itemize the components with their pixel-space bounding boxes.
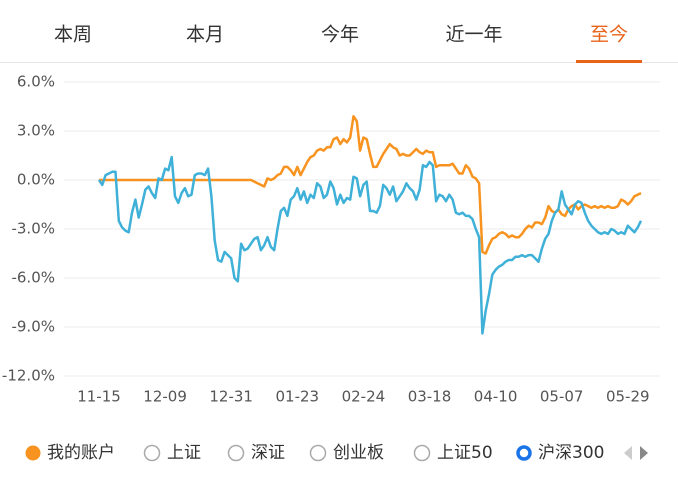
x-tick-label: 02-24	[342, 388, 386, 406]
x-tick-label: 12-31	[209, 388, 253, 406]
legend-toggle[interactable]	[143, 444, 161, 462]
legend-toggle[interactable]	[227, 444, 245, 462]
tab[interactable]: 至今	[590, 24, 628, 46]
y-tick-label: 0.0%	[17, 171, 55, 189]
series-line	[99, 115, 642, 255]
legend-label[interactable]: 沪深300	[538, 443, 604, 463]
legend-toggle[interactable]	[413, 444, 431, 462]
legend-label[interactable]: 深证	[251, 443, 285, 463]
tab[interactable]: 本周	[54, 24, 92, 46]
legend-toggle[interactable]	[309, 444, 327, 462]
tab[interactable]: 今年	[321, 24, 359, 46]
x-tick-label: 05-29	[606, 388, 650, 406]
y-tick-label: 6.0%	[17, 73, 55, 91]
scroll-left[interactable]	[624, 446, 632, 460]
y-tick-label: -3.0%	[11, 220, 55, 238]
y-tick-label: -12.0%	[2, 367, 55, 385]
x-tick-label: 05-07	[540, 388, 584, 406]
tab-underline	[576, 60, 642, 63]
x-tick-label: 11-15	[77, 388, 121, 406]
legend-label[interactable]: 创业板	[333, 443, 384, 463]
y-tick-label: -9.0%	[11, 318, 55, 336]
scroll-right[interactable]	[640, 446, 648, 460]
x-tick-label: 03-18	[408, 388, 452, 406]
y-tick-label: -6.0%	[11, 269, 55, 287]
series-line	[97, 155, 643, 335]
x-tick-label: 04-10	[474, 388, 518, 406]
legend-label[interactable]: 上证50	[437, 443, 493, 463]
legend-label[interactable]: 我的账户	[47, 443, 115, 463]
legend-label[interactable]: 上证	[167, 443, 201, 463]
tab[interactable]: 本月	[186, 24, 224, 46]
x-tick-label: 12-09	[143, 388, 187, 406]
tab[interactable]: 近一年	[445, 24, 502, 46]
legend-marker[interactable]	[25, 445, 41, 461]
legend-marker[interactable]	[516, 445, 532, 461]
y-tick-label: 3.0%	[17, 122, 55, 140]
x-tick-label: 01-23	[275, 388, 319, 406]
